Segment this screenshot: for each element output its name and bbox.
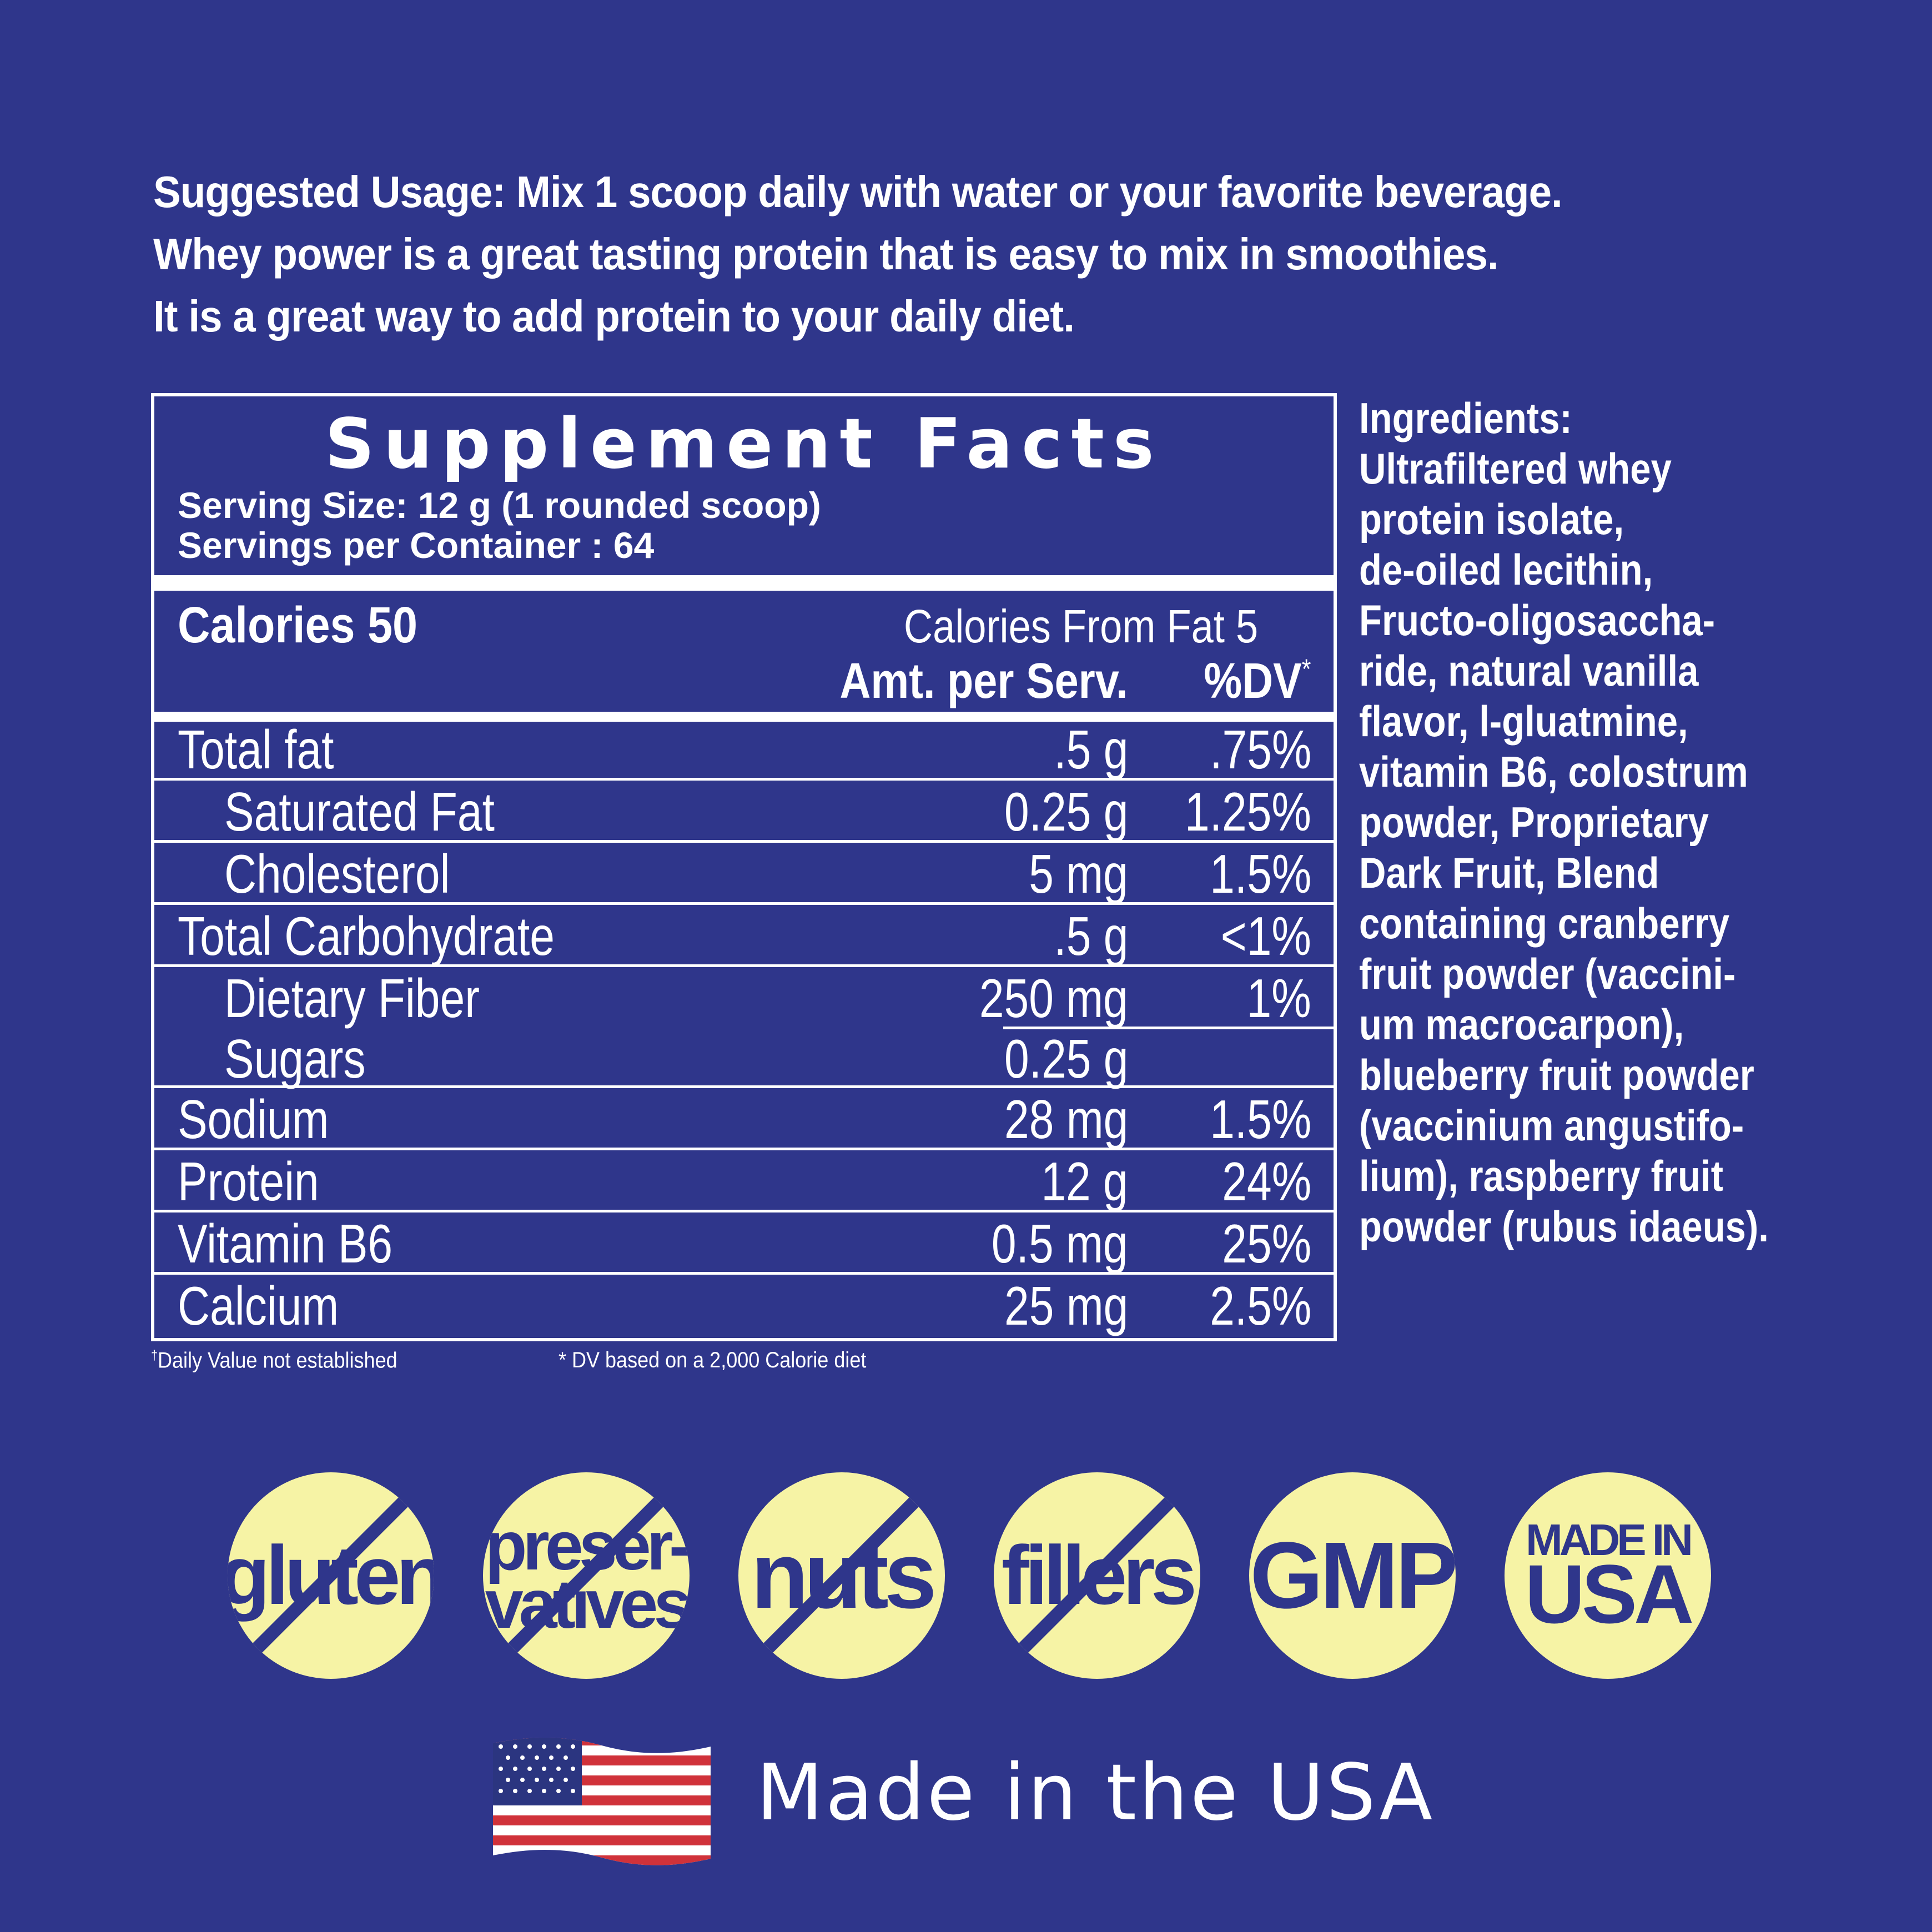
calories: Calories 50 [178, 597, 418, 653]
footnote-dv: * DV based on a 2,000 Calorie diet [559, 1348, 867, 1372]
badge-filler-free: fillers [994, 1472, 1200, 1679]
nutrient-dv: 2.5% [1209, 1275, 1311, 1336]
ingredients-line: um macrocarpon), [1359, 1000, 1684, 1049]
table-row: Sugars 0.25 g [154, 1029, 1334, 1088]
badge-gluten-free: gluten [228, 1472, 434, 1679]
badge-text: MADE IN USA [1505, 1472, 1711, 1679]
nutrient-name: Sodium [178, 1089, 329, 1150]
ingredients-line: de-oiled lecithin, [1359, 545, 1653, 594]
badge-text: GMP [1249, 1472, 1456, 1679]
facts-title: Supplement Facts [325, 404, 1163, 484]
nutrient-dv: 1.5% [1209, 843, 1311, 904]
badge-preservative-free: preser- vatives [483, 1472, 690, 1679]
badge-gmp: GMP [1249, 1472, 1456, 1679]
nutrient-amount: .5 g [1053, 719, 1128, 780]
nutrient-amount: 12 g [1041, 1151, 1128, 1212]
nutrient-dv: 25% [1222, 1213, 1311, 1274]
nutrient-amount: 28 mg [1004, 1089, 1128, 1150]
ingredients: Ingredients: Ultrafiltered whey protein … [1359, 393, 1848, 1252]
suggested-usage: Suggested Usage: Mix 1 scoop daily with … [153, 161, 1702, 348]
badge-row: gluten preser- vatives nuts fillers GMP … [228, 1472, 1727, 1683]
footnote-dagger: †Daily Value not established [151, 1348, 398, 1373]
made-in-usa-text: Made in the USA [756, 1748, 1435, 1838]
dv-asterisk: * [1302, 653, 1311, 685]
nutrient-dv: 1% [1246, 968, 1311, 1029]
badge-made-in-usa: MADE IN USA [1505, 1472, 1711, 1679]
dagger-symbol: † [151, 1348, 158, 1363]
nutrient-amount: 0.25 g [1004, 1028, 1128, 1089]
ingredients-line: Ultrafiltered whey [1359, 444, 1672, 493]
nutrient-name: Saturated Fat [224, 781, 495, 842]
nutrient-dv: <1% [1220, 905, 1311, 967]
nutrient-amount: 250 mg [979, 968, 1128, 1029]
table-row: Total fat .5 g .75% [154, 718, 1334, 781]
nutrient-amount: 0.25 g [1004, 781, 1128, 842]
badge-label: vatives [485, 1566, 690, 1643]
nutrient-name: Protein [178, 1151, 319, 1212]
ingredients-line: Fructo-oligosaccha- [1359, 596, 1715, 645]
table-row: Saturated Fat 0.25 g 1.25% [154, 781, 1334, 843]
badge-nut-free: nuts [738, 1472, 945, 1679]
supplement-facts-panel: Supplement Facts Serving Size: 12 g (1 r… [151, 393, 1337, 1341]
nutrient-amount: 5 mg [1029, 843, 1128, 904]
usage-line: Whey power is a great tasting protein th… [153, 229, 1499, 279]
nutrient-name: Cholesterol [224, 843, 450, 904]
dv-header-label: %DV [1204, 653, 1302, 709]
ingredients-line: Dark Fruit, Blend [1359, 848, 1659, 897]
calories-from-fat: Calories From Fat 5 [903, 600, 1258, 652]
footnote-dagger-text: Daily Value not established [158, 1348, 398, 1373]
table-row: Calcium 25 mg 2.5% [154, 1275, 1334, 1337]
nutrient-dv: .75% [1209, 719, 1311, 780]
nutrient-dv: 1.25% [1185, 781, 1311, 842]
nutrient-dv: 24% [1222, 1151, 1311, 1212]
amount-header: Amt. per Serv. [839, 653, 1128, 709]
table-row: Dietary Fiber 250 mg 1% [154, 967, 1334, 1029]
us-flag-icon [493, 1737, 711, 1865]
badge-label: MADE IN [1526, 1515, 1693, 1565]
nutrient-amount: 25 mg [1004, 1275, 1128, 1336]
ingredients-line: protein isolate, [1359, 495, 1624, 544]
ingredients-line: fruit powder (vaccini- [1359, 949, 1736, 998]
ingredients-line: containing cranberry [1359, 899, 1730, 948]
serving-size: Serving Size: 12 g (1 rounded scoop) [178, 485, 821, 526]
dv-header: %DV* [1204, 653, 1311, 710]
ingredients-line: vitamin B6, colostrum [1359, 747, 1748, 796]
ingredients-line: powder (rubus idaeus). [1359, 1202, 1769, 1251]
usage-line: It is a great way to add protein to your… [153, 291, 1075, 341]
nutrient-name: Total fat [178, 719, 334, 780]
serving-info: Serving Size: 12 g (1 rounded scoop) Ser… [178, 485, 821, 565]
badge-label: USA [1525, 1547, 1694, 1641]
nutrient-name: Dietary Fiber [224, 968, 480, 1029]
table-row: Sodium 28 mg 1.5% [154, 1088, 1334, 1150]
ingredients-line: blueberry fruit powder [1359, 1050, 1754, 1099]
badge-label: GMP [1250, 1522, 1456, 1628]
ingredients-line: ride, natural vanilla [1359, 646, 1699, 695]
table-row: Total Carbohydrate .5 g <1% [154, 905, 1334, 967]
nutrient-dv: 1.5% [1209, 1089, 1311, 1150]
divider-thick [154, 575, 1334, 591]
ingredients-line: (vaccinium angustifo- [1359, 1101, 1744, 1150]
nutrient-name: Sugars [224, 1028, 366, 1089]
servings-per-container: Servings per Container : 64 [178, 525, 655, 566]
ingredients-line: flavor, l-gluatmine, [1359, 697, 1688, 746]
nutrient-table: Total fat .5 g .75% Saturated Fat 0.25 g… [154, 718, 1334, 1337]
nutrient-name: Vitamin B6 [178, 1213, 393, 1274]
nutrient-name: Calcium [178, 1275, 339, 1336]
partial-divider [1003, 1027, 1334, 1029]
ingredients-line: powder, Proprietary [1359, 798, 1709, 847]
nutrient-amount: 0.5 mg [992, 1213, 1128, 1274]
nutrient-amount: .5 g [1053, 905, 1128, 967]
divider-medium [154, 712, 1334, 722]
nutrient-name: Total Carbohydrate [178, 905, 555, 967]
table-row: Vitamin B6 0.5 mg 25% [154, 1212, 1334, 1275]
ingredients-line: lium), raspberry fruit [1359, 1151, 1724, 1200]
table-row: Protein 12 g 24% [154, 1150, 1334, 1212]
table-row: Cholesterol 5 mg 1.5% [154, 843, 1334, 905]
usage-line: Suggested Usage: Mix 1 scoop daily with … [153, 167, 1563, 217]
ingredients-line: Ingredients: [1359, 394, 1572, 442]
